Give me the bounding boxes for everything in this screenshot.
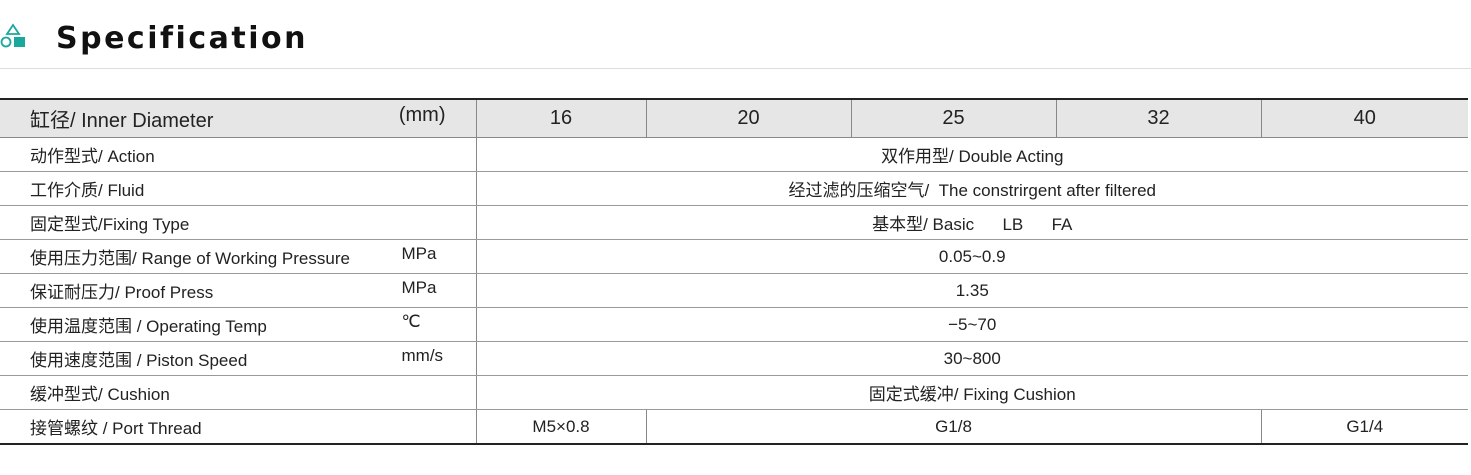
section-header: Specification — [0, 18, 308, 58]
row-label: 使用速度范围 / Piston Speed — [30, 351, 248, 370]
value-cell: G1/4 — [1260, 409, 1468, 445]
table-row: 保证耐压力/ Proof Press MPa 1.35 — [0, 273, 1468, 308]
table-row: 动作型式/ Action 双作用型/ Double Acting — [0, 137, 1468, 172]
value-cell: 经过滤的压缩空气/ The constrirgent after filtere… — [475, 171, 1468, 206]
table-row: 工作介质/ Fluid 经过滤的压缩空气/ The constrirgent af… — [0, 171, 1468, 206]
row-unit: (mm) — [398, 104, 446, 126]
row-label: 使用温度范围 / Operating Temp — [30, 317, 267, 336]
size-cell: 25 — [850, 98, 1056, 138]
value-cell: 固定式缓冲/ Fixing Cushion — [475, 375, 1468, 410]
value-cell: G1/8 — [645, 409, 1261, 445]
row-label: 接管螺纹 / Port Thread — [30, 419, 202, 438]
row-unit — [402, 380, 452, 405]
row-label: 保证耐压力/ Proof Press — [30, 283, 214, 302]
value-cell: 双作用型/ Double Acting — [475, 137, 1468, 172]
row-label: 固定型式/Fixing Type — [30, 215, 190, 234]
table-header-row: 缸径/ Inner Diameter (mm) 16 20 25 32 40 — [0, 98, 1468, 138]
value-cell: 1.35 — [475, 273, 1468, 308]
row-label: 动作型式/ Action — [30, 147, 155, 166]
row-unit: MPa — [401, 278, 437, 297]
row-unit — [402, 210, 452, 235]
value-cell: 30~800 — [475, 341, 1468, 376]
row-label: 工作介质/ Fluid — [30, 181, 145, 200]
row-label: 缓冲型式/ Cushion — [30, 385, 170, 404]
row-unit — [402, 176, 452, 201]
value-cell: M5×0.8 — [475, 409, 646, 445]
row-label: 缸径/ Inner Diameter — [30, 110, 214, 132]
table-row: 固定型式/Fixing Type 基本型/ Basic LB FA — [0, 205, 1468, 240]
row-unit — [402, 142, 452, 167]
table-row: 使用压力范围/ Range of Working Pressure MPa 0.05… — [0, 239, 1468, 274]
size-cell: 16 — [475, 98, 646, 138]
row-label: 使用压力范围/ Range of Working Pressure — [30, 249, 350, 268]
value-cell: 基本型/ Basic LB FA — [475, 205, 1468, 240]
row-unit: MPa — [401, 244, 437, 263]
row-unit: mm/s — [401, 346, 444, 365]
divider — [0, 68, 1471, 69]
table-row-port-thread: 接管螺纹 / Port Thread M5×0.8 G1/8 G1/4 — [0, 409, 1468, 445]
spec-table: 缸径/ Inner Diameter (mm) 16 20 25 32 40 动作… — [0, 98, 1468, 445]
size-cell: 32 — [1055, 98, 1261, 138]
value-cell: −5~70 — [475, 307, 1468, 342]
table-row: 使用温度范围 / Operating Temp ℃ −5~70 — [0, 307, 1468, 342]
table-row: 使用速度范围 / Piston Speed mm/s 30~800 — [0, 341, 1468, 376]
page-title: Specification — [56, 20, 308, 56]
value-cell: 0.05~0.9 — [475, 239, 1468, 274]
size-cell: 20 — [645, 98, 851, 138]
shapes-icon — [0, 22, 30, 54]
size-cell: 40 — [1260, 98, 1468, 138]
row-unit: ℃ — [401, 312, 421, 331]
table-row: 缓冲型式/ Cushion 固定式缓冲/ Fixing Cushion — [0, 375, 1468, 410]
